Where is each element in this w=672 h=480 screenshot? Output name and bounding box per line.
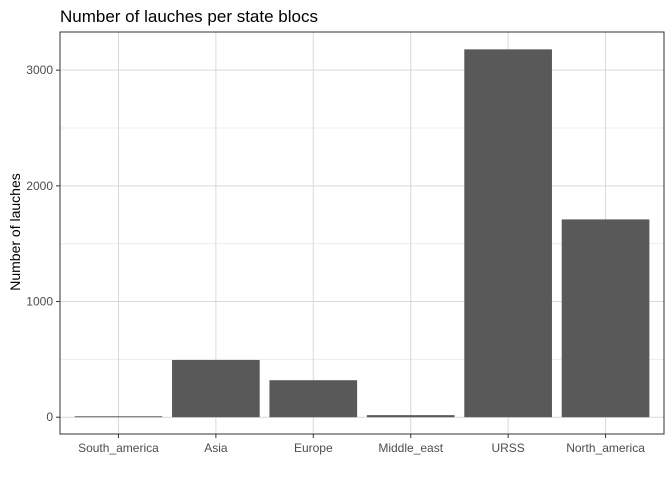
x-tick-label: Europe [294, 441, 333, 455]
bars [74, 49, 650, 418]
bar-asia [172, 359, 260, 418]
chart-title: Number of lauches per state blocs [60, 7, 318, 26]
x-tick-label: South_america [78, 441, 159, 455]
y-tick-label: 3000 [26, 63, 53, 77]
x-tick-label: URSS [491, 441, 524, 455]
y-axis-title: Number of lauches [7, 173, 23, 291]
x-tick-label: North_america [566, 441, 645, 455]
bar-north-america [561, 219, 650, 418]
bar-middle-east [366, 415, 455, 418]
axes: 0 1000 2000 3000 South_america Asia Europe Midd… [26, 63, 645, 455]
bar-europe [269, 380, 358, 418]
bar-urss [464, 49, 552, 418]
x-tick-label: Asia [204, 441, 228, 455]
y-tick-label: 1000 [26, 295, 53, 309]
panel-border [59, 31, 665, 435]
bar-south-america [74, 416, 163, 418]
x-tick-label: Middle_east [378, 441, 443, 455]
y-tick-label: 2000 [26, 179, 53, 193]
y-tick-label: 0 [46, 410, 53, 424]
